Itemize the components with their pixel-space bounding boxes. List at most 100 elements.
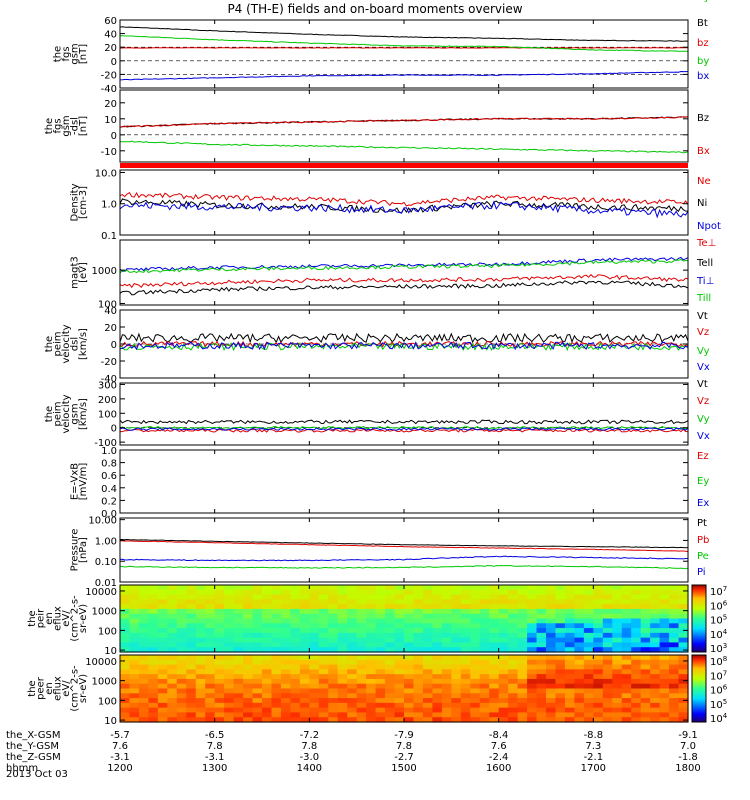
heatmap-cell: [574, 642, 585, 648]
heatmap-cell: [328, 623, 339, 629]
heatmap-cell: [479, 678, 490, 685]
heatmap-cell: [205, 613, 216, 620]
heatmap-cell: [678, 613, 689, 620]
heatmap-cell: [120, 683, 131, 690]
heatmap-cell: [527, 678, 538, 685]
heatmap-cell: [290, 599, 301, 605]
heatmap-cell: [157, 585, 168, 591]
heatmap-cell: [451, 693, 462, 699]
series-line-vz: [119, 340, 689, 348]
heatmap-cell: [517, 712, 528, 718]
heatmap-cell: [546, 628, 557, 634]
heatmap-cell: [517, 698, 528, 704]
heatmap-cell: [290, 693, 301, 699]
heatmap-cell: [678, 693, 689, 699]
heatmap-cell: [148, 674, 159, 680]
heatmap-cell: [186, 659, 197, 666]
heatmap-cell: [527, 693, 538, 699]
heatmap-cell: [555, 594, 566, 600]
heatmap-cell: [356, 594, 367, 600]
heatmap-cell: [498, 702, 509, 709]
heatmap-cell: [659, 647, 670, 653]
heatmap-cell: [243, 589, 254, 596]
heatmap-cell: [498, 594, 509, 600]
heatmap-cell: [176, 647, 187, 653]
heatmap-cell: [385, 698, 396, 704]
heatmap-cell: [195, 707, 206, 714]
heatmap-cell: [214, 688, 225, 694]
heatmap-cell: [489, 628, 500, 634]
heatmap-cell: [347, 623, 358, 629]
heatmap-cell: [186, 702, 197, 709]
heatmap-cell: [224, 702, 235, 709]
heatmap-cell: [176, 683, 187, 690]
heatmap-cell: [148, 712, 159, 718]
heatmap-cell: [243, 647, 254, 653]
heatmap-cell: [224, 613, 235, 620]
heatmap-cell: [574, 707, 585, 714]
colorbar-tick-label: 103: [710, 642, 727, 655]
heatmap-cell: [498, 589, 509, 596]
heatmap-cell: [205, 698, 216, 704]
heatmap-cell: [489, 702, 500, 709]
heatmap-cell: [612, 623, 623, 629]
heatmap-cell: [441, 623, 452, 629]
heatmap-cell: [394, 683, 405, 690]
heatmap-cell: [612, 618, 623, 624]
heatmap-cell: [394, 594, 405, 600]
heatmap-cell: [460, 702, 471, 709]
heatmap-cell: [546, 678, 557, 685]
heatmap-cell: [138, 642, 149, 648]
heatmap-cell: [280, 693, 291, 699]
heatmap-cell: [148, 599, 159, 605]
heatmap-cell: [574, 599, 585, 605]
heatmap-cell: [546, 659, 557, 666]
heatmap-cell: [508, 655, 519, 661]
heatmap-cell: [299, 604, 310, 610]
heatmap-cell: [157, 693, 168, 699]
heatmap-cell: [678, 712, 689, 718]
heatmap-cell: [195, 683, 206, 690]
heatmap-cell: [564, 702, 575, 709]
heatmap-cell: [489, 623, 500, 629]
heatmap-cell: [385, 655, 396, 661]
heatmap-cell: [678, 678, 689, 685]
heatmap-cell: [621, 678, 632, 685]
heatmap-cell: [669, 717, 680, 723]
heatmap-cell: [422, 688, 433, 694]
heatmap-cell: [555, 604, 566, 610]
y-tick-label: 1.0: [101, 446, 117, 457]
heatmap-cell: [489, 707, 500, 714]
y-tick-label: 20: [104, 99, 117, 110]
heatmap-cell: [337, 688, 348, 694]
heatmap-cell: [366, 683, 377, 690]
heatmap-cell: [271, 647, 282, 653]
heatmap-cell: [460, 585, 471, 591]
heatmap-cell: [413, 664, 424, 670]
heatmap-cell: [659, 585, 670, 591]
heatmap-cell: [404, 659, 415, 666]
heatmap-cell: [602, 599, 613, 605]
heatmap-cell: [129, 693, 140, 699]
heatmap-cell: [224, 688, 235, 694]
heatmap-cell: [309, 702, 320, 709]
heatmap-cell: [631, 623, 642, 629]
heatmap-cell: [280, 623, 291, 629]
heatmap-cell: [176, 707, 187, 714]
heatmap-cell: [195, 628, 206, 634]
heatmap-cell: [602, 647, 613, 653]
heatmap-cell: [546, 707, 557, 714]
heatmap-cell: [479, 698, 490, 704]
heatmap-cell: [422, 594, 433, 600]
series-line-bz: [119, 116, 689, 128]
heatmap-cell: [328, 707, 339, 714]
heatmap-cell: [451, 655, 462, 661]
heatmap-cell: [290, 688, 301, 694]
heatmap-cell: [280, 632, 291, 639]
heatmap-cell: [404, 594, 415, 600]
heatmap-cell: [328, 717, 339, 723]
heatmap-cell: [659, 712, 670, 718]
heatmap-cell: [517, 585, 528, 591]
heatmap-cell: [498, 585, 509, 591]
heatmap-cell: [290, 717, 301, 723]
